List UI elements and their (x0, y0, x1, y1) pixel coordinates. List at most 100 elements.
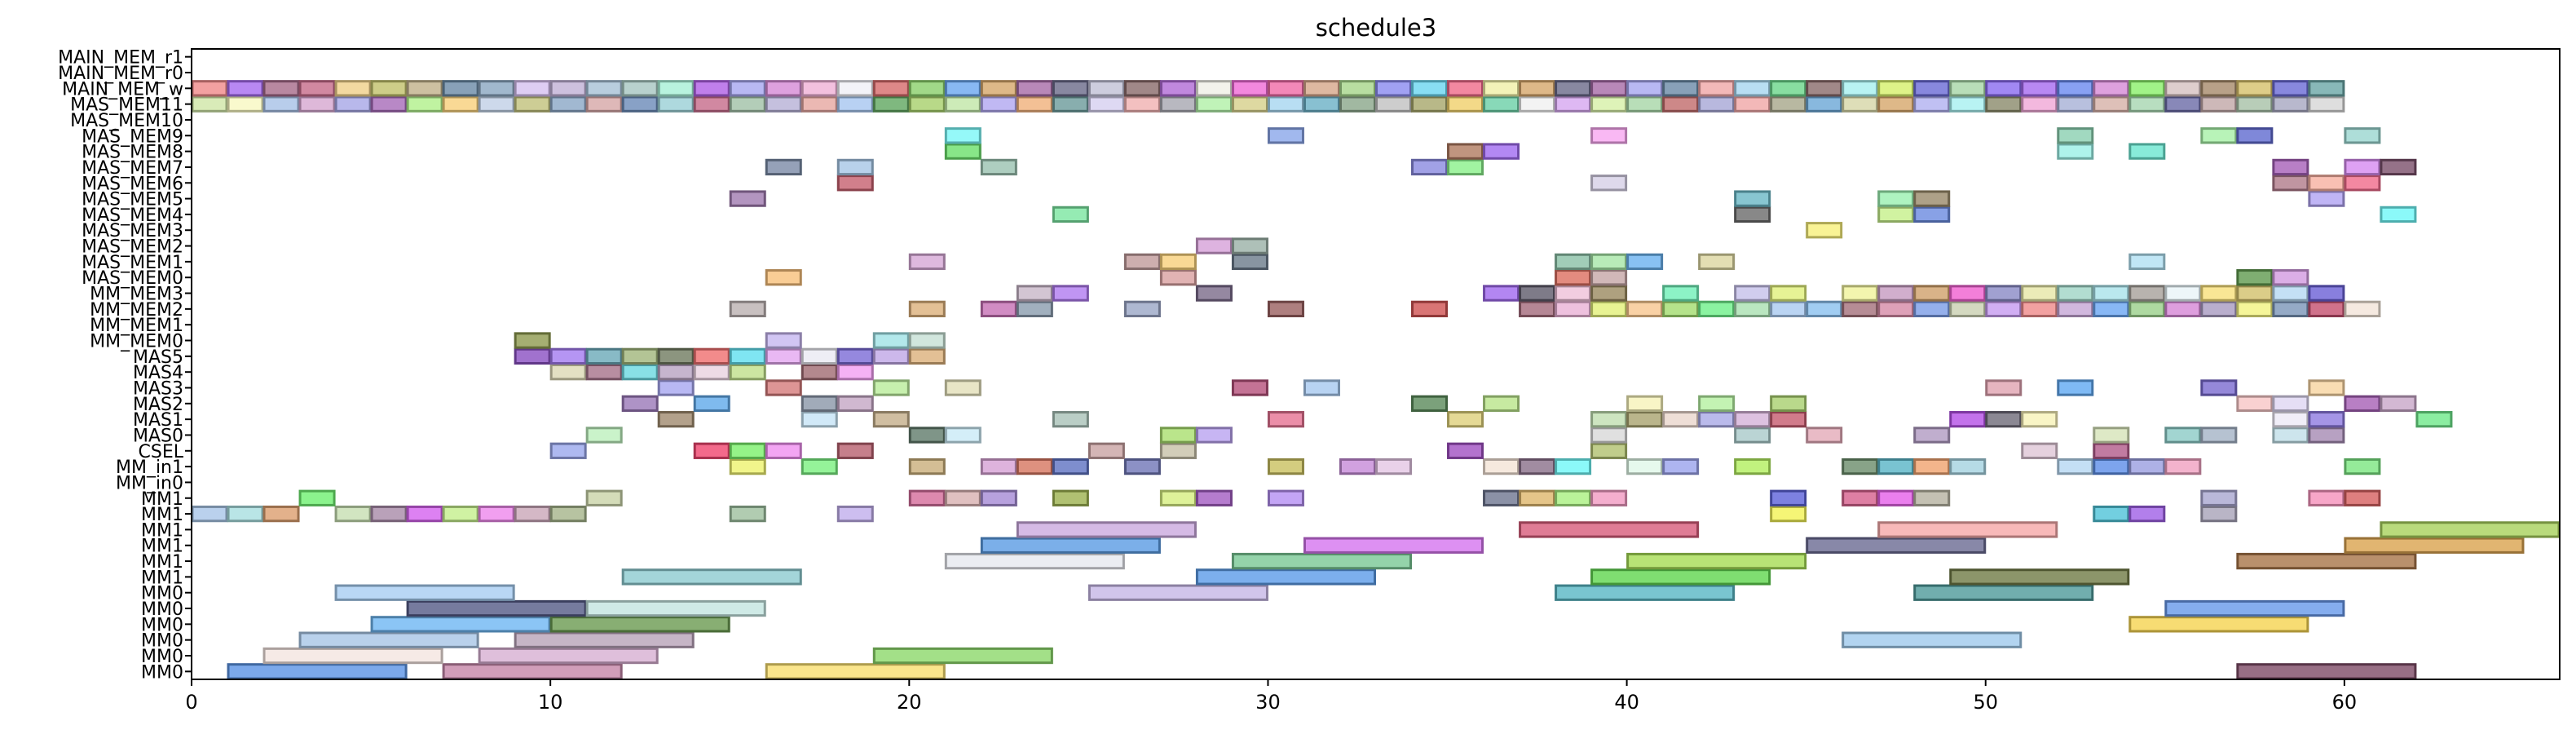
task-bar (2236, 127, 2274, 144)
task-bar (1483, 80, 1520, 97)
task-bar (549, 347, 587, 365)
task-bar (1087, 584, 1268, 601)
task-bar (1519, 300, 1556, 318)
task-bar (1123, 95, 1161, 113)
task-bar (729, 95, 766, 113)
task-bar (1949, 285, 1987, 302)
task-bar (621, 347, 659, 365)
task-bar (1231, 552, 1413, 570)
task-bar (1555, 269, 1592, 286)
task-bar (1555, 458, 1592, 475)
task-bar (514, 631, 695, 648)
task-bar (1267, 410, 1304, 428)
task-bar (2344, 127, 2381, 144)
task-bar (1016, 521, 1197, 538)
task-bar (1555, 584, 1736, 601)
task-bar (2164, 95, 2202, 113)
task-bar (944, 489, 981, 506)
task-bar (872, 347, 910, 365)
task-bar (1052, 206, 1089, 223)
task-bar (2164, 80, 2202, 97)
task-bar (2057, 80, 2094, 97)
task-bar (2308, 285, 2345, 302)
task-bar (836, 347, 874, 365)
task-bar (1231, 253, 1268, 271)
plot-frame (191, 48, 2561, 680)
task-bar (1052, 489, 1089, 506)
task-bar (2308, 410, 2345, 428)
row-label: MM1 (141, 489, 183, 510)
task-bar (1806, 300, 1843, 318)
task-bar (1913, 300, 1951, 318)
task-bar (872, 410, 910, 428)
task-bar (1985, 410, 2022, 428)
task-bar (2021, 300, 2058, 318)
task-bar (1447, 158, 1484, 176)
task-bar (1231, 379, 1268, 396)
task-bar (1303, 379, 1340, 396)
task-bar (585, 599, 766, 617)
task-bar (2236, 269, 2274, 286)
task-bar (2380, 395, 2417, 412)
task-bar (1626, 410, 1664, 428)
task-bar (262, 95, 300, 113)
task-bar (1985, 285, 2022, 302)
task-bar (801, 80, 838, 97)
task-bar (872, 80, 910, 97)
task-bar (836, 175, 874, 192)
row-label: MAS_MEM1 (82, 253, 183, 273)
task-bar (1016, 80, 1053, 97)
row-label: MM0 (141, 615, 183, 635)
task-bar (1949, 300, 1987, 318)
row-label: MAS_MEM7 (82, 158, 183, 179)
row-label: MAS_MEM9 (82, 126, 183, 147)
task-bar (1195, 285, 1233, 302)
task-bar (2128, 95, 2166, 113)
task-bar (1913, 285, 1951, 302)
task-bar (1626, 95, 1664, 113)
row-label: MAS_MEM4 (82, 206, 183, 226)
task-bar (2093, 300, 2130, 318)
task-bar (836, 364, 874, 381)
task-bar (2093, 95, 2130, 113)
task-bar (1555, 489, 1592, 506)
task-bar (765, 442, 802, 459)
task-bar (1555, 80, 1592, 97)
task-bar (765, 663, 946, 680)
task-bar (1913, 489, 1951, 506)
task-bar (1267, 489, 1304, 506)
task-bar (1339, 95, 1377, 113)
row-label: MAS1 (133, 410, 183, 431)
task-bar (980, 80, 1017, 97)
task-bar (442, 95, 479, 113)
task-bar (2128, 285, 2166, 302)
task-bar (1734, 410, 1771, 428)
task-bar (1842, 458, 1879, 475)
task-bar (872, 95, 910, 113)
task-bar (1877, 206, 1915, 223)
task-bar (1913, 206, 1951, 223)
task-bar (1877, 521, 2058, 538)
task-bar (2272, 410, 2309, 428)
row-label: MM1 (141, 520, 183, 541)
task-bar (1662, 285, 1700, 302)
task-bar (1985, 95, 2022, 113)
task-bar (836, 395, 874, 412)
task-bar (262, 80, 300, 97)
task-bar (1949, 95, 1987, 113)
task-bar (227, 663, 408, 680)
task-bar (262, 505, 300, 523)
task-bar (657, 80, 695, 97)
task-bar (693, 442, 730, 459)
task-bar (1447, 143, 1484, 160)
row-label: MAIN_MEM_w (62, 79, 183, 99)
task-bar (1123, 80, 1161, 97)
task-bar (2380, 158, 2417, 176)
task-bar (1123, 253, 1161, 271)
task-bar (1626, 395, 1664, 412)
task-bar (1087, 95, 1125, 113)
task-bar (1734, 80, 1771, 97)
task-bar (872, 332, 910, 349)
task-bar (442, 80, 479, 97)
task-bar (657, 410, 695, 428)
